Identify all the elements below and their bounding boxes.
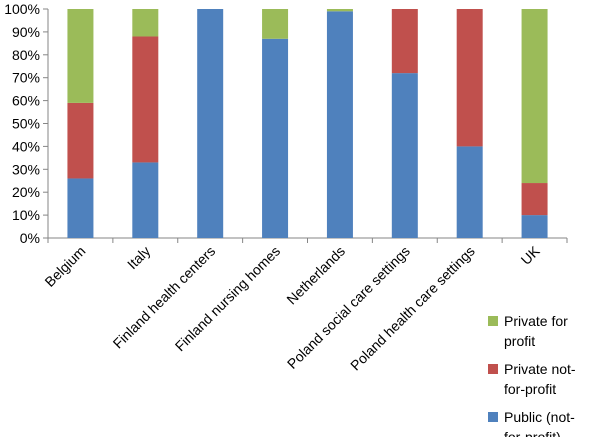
y-tick-label: 10% [12, 207, 40, 223]
y-tick-label: 70% [12, 70, 40, 86]
axes [43, 8, 568, 243]
x-tick-label-poland-social-care-settings: Poland social care settings [284, 243, 413, 372]
x-tick-label-uk: UK [518, 242, 544, 268]
legend-label-private-for-profit: Private for profit [504, 313, 568, 349]
y-tick-label: 50% [12, 116, 40, 132]
x-tick-label-italy: Italy [124, 243, 153, 272]
bar-belgium-public-not-for-profit [67, 178, 94, 238]
bar-uk-public-not-for-profit [521, 215, 548, 238]
x-tick-label-finland-nursing-homes: Finland nursing homes [172, 243, 283, 354]
bar-poland-health-care-settings-private-not-for-profit [456, 9, 483, 147]
bar-italy-private-not-for-profit [132, 36, 159, 163]
y-tick-label: 90% [12, 24, 40, 40]
y-tick-label: 60% [12, 93, 40, 109]
legend-entry-public-not-for-profit: Public (not-for-profit) [488, 409, 575, 442]
bar-poland-social-care-settings-private-not-for-profit [391, 9, 418, 74]
bar-finland-health-centers-public-not-for-profit [197, 9, 224, 238]
legend-label-private-not-for-profit: Private not-for-profit [504, 361, 576, 397]
y-tick-labels: 0% 10% 20% 30% 40% 50% 60% 70% 80% 90% 100% [4, 1, 40, 246]
legend-entry-private-not-for-profit: Private not-for-profit [488, 361, 576, 397]
y-tick-label: 20% [12, 184, 40, 200]
bar-netherlands-private-for-profit [326, 9, 353, 12]
bar-belgium-private-for-profit [67, 9, 94, 103]
legend-label-public-not-for-profit: Public (not-for-profit) [504, 409, 575, 437]
bars [67, 9, 548, 239]
y-tick-label: 0% [20, 230, 40, 246]
x-tick-label-belgium: Belgium [41, 243, 88, 290]
y-tick-label: 40% [12, 138, 40, 154]
legend: Private for profit Private not-for-profit P… [488, 313, 576, 442]
bar-italy-public-not-for-profit [132, 162, 159, 238]
bar-finland-nursing-homes-public-not-for-profit [262, 38, 289, 238]
legend-swatch-private-not-for-profit [488, 364, 498, 374]
bar-poland-social-care-settings-public-not-for-profit [391, 73, 418, 239]
x-tick-label-netherlands: Netherlands [283, 243, 348, 308]
bar-finland-nursing-homes-private-for-profit [262, 9, 289, 39]
y-tick-label: 100% [4, 1, 40, 17]
y-tick-label: 30% [12, 161, 40, 177]
bar-italy-private-for-profit [132, 9, 159, 37]
bar-uk-private-for-profit [521, 9, 548, 184]
legend-swatch-private-for-profit [488, 316, 498, 326]
bar-netherlands-public-not-for-profit [326, 11, 353, 239]
y-tick-label: 80% [12, 47, 40, 63]
legend-swatch-public-not-for-profit [488, 412, 498, 422]
legend-entry-private-for-profit: Private for profit [488, 313, 568, 349]
x-tick-label-poland-health-care-settings: Poland health care settings [347, 243, 478, 374]
bar-poland-health-care-settings-public-not-for-profit [456, 146, 483, 238]
bar-belgium-private-not-for-profit [67, 102, 94, 179]
bar-uk-private-not-for-profit [521, 183, 548, 216]
